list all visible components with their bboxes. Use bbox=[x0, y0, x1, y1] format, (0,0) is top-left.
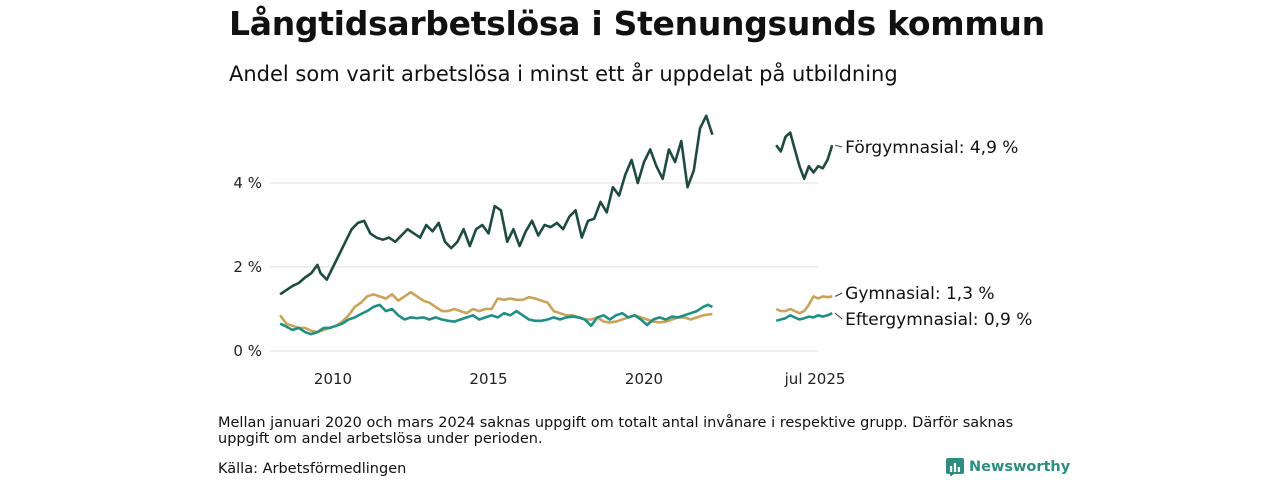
grid-lines bbox=[270, 182, 818, 352]
series-line-förgymnasial bbox=[775, 131, 834, 181]
chart-subtitle: Andel som varit arbetslösa i minst ett å… bbox=[229, 62, 898, 86]
chart-footnote: Mellan januari 2020 och mars 2024 saknas… bbox=[218, 415, 1014, 447]
x-tick-label: 2015 bbox=[469, 370, 507, 388]
y-tick-label: 2 % bbox=[233, 258, 262, 276]
x-tick-label: jul 2025 bbox=[784, 370, 846, 388]
label-leader bbox=[834, 312, 843, 320]
x-axis-ticks: 2010 2015 2020 jul 2025 bbox=[314, 370, 846, 388]
series-line-eftergymnasial bbox=[775, 312, 833, 323]
label-leader bbox=[835, 144, 843, 148]
brand-name: Newsworthy bbox=[969, 459, 1071, 475]
series-line-gymnasial bbox=[775, 295, 833, 315]
series-lines bbox=[279, 114, 834, 336]
chart-title: Långtidsarbetslösa i Stenungsunds kommun bbox=[229, 4, 1045, 43]
y-tick-label: 0 % bbox=[233, 342, 262, 360]
series-line-eftergymnasial bbox=[279, 303, 713, 336]
brand-logo: Newsworthy bbox=[946, 458, 1070, 476]
end-label-förgymnasial: Förgymnasial: 4,9 % bbox=[845, 138, 1018, 158]
series-end-labels: Förgymnasial: 4,9 % Gymnasial: 1,3 % Efter… bbox=[834, 138, 1032, 330]
end-label-gymnasial: Gymnasial: 1,3 % bbox=[845, 284, 994, 304]
bar-chart-icon bbox=[946, 458, 964, 476]
label-leader bbox=[834, 292, 843, 297]
x-tick-label: 2010 bbox=[314, 370, 352, 388]
x-tick-label: 2020 bbox=[625, 370, 663, 388]
end-label-eftergymnasial: Eftergymnasial: 0,9 % bbox=[845, 310, 1032, 330]
chart-source: Källa: Arbetsförmedlingen bbox=[218, 461, 407, 477]
y-tick-label: 4 % bbox=[233, 174, 262, 192]
series-line-förgymnasial bbox=[279, 114, 714, 296]
y-axis-ticks: 0 % 2 % 4 % bbox=[233, 174, 262, 360]
